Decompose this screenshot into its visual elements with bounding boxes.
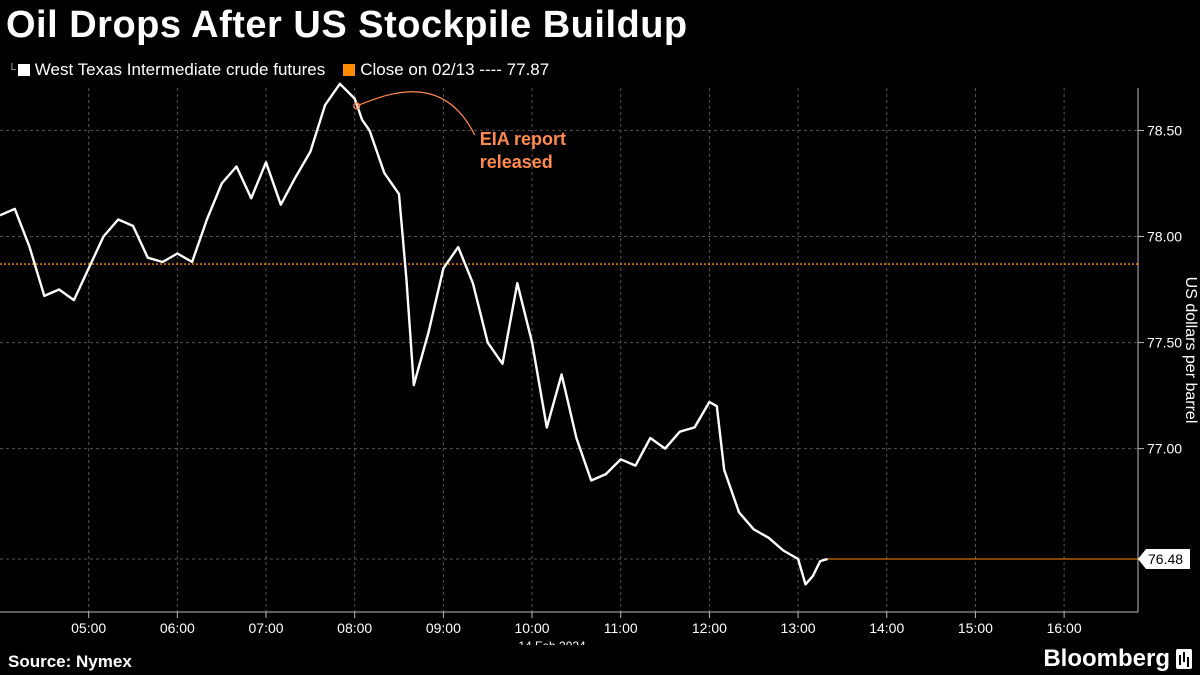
source-note: Source: Nymex xyxy=(8,652,132,671)
legend-swatch-close xyxy=(343,64,356,76)
x-tick-label: 06:00 xyxy=(160,620,195,636)
y-tick-label: 78.50 xyxy=(1147,122,1182,138)
annotation-leader xyxy=(356,91,476,136)
pin-icon: └ xyxy=(8,64,16,76)
x-tick-label: 05:00 xyxy=(71,620,106,636)
annotation-line2: released xyxy=(480,152,553,172)
legend-label-close: Close on 02/13 ---- 77.87 xyxy=(360,60,550,79)
y-tick-label: 77.00 xyxy=(1147,441,1182,457)
annotation-point xyxy=(353,102,361,110)
y-tick-label: 77.50 xyxy=(1147,335,1182,351)
annotation: EIA report released xyxy=(353,91,566,172)
legend: └ West Texas Intermediate crude futures … xyxy=(8,60,567,80)
brand-name: Bloomberg xyxy=(1043,645,1170,672)
legend-label-wti: West Texas Intermediate crude futures xyxy=(34,60,326,79)
chart-title: Oil Drops After US Stockpile Buildup xyxy=(6,4,688,46)
x-tick-label: 13:00 xyxy=(781,620,816,636)
x-tick-label: 10:00 xyxy=(515,620,550,636)
x-tick-label: 12:00 xyxy=(692,620,727,636)
axes: 05:00 06:00 07:00 08:00 09:00 10:00 11:00 12:00… xyxy=(0,88,1199,645)
x-tick-label: 14:00 xyxy=(869,620,904,636)
x-tick-label: 07:00 xyxy=(249,620,284,636)
x-tick-label: 08:00 xyxy=(337,620,372,636)
x-tick-label: 15:00 xyxy=(958,620,993,636)
legend-swatch-wti xyxy=(17,64,30,76)
last-value-marker xyxy=(1138,548,1190,569)
last-value-label: 76.48 xyxy=(1148,551,1183,567)
x-tick-label: 11:00 xyxy=(604,620,638,636)
date-label: 14 Feb 2024 xyxy=(518,639,586,645)
bar-chart-icon xyxy=(1176,649,1192,669)
y-tick-label: 78.00 xyxy=(1147,229,1182,245)
legend-item-close: Close on 02/13 ---- 77.87 xyxy=(343,60,549,80)
legend-item-wti: └ West Texas Intermediate crude futures xyxy=(8,60,325,80)
y-axis-title: US dollars per barrel xyxy=(1182,277,1199,424)
line-chart: 05:00 06:00 07:00 08:00 09:00 10:00 11:00 12:00… xyxy=(0,82,1199,645)
wti-price-line xyxy=(0,82,828,586)
gridlines xyxy=(0,88,1138,612)
series-wti xyxy=(0,82,1138,586)
x-tick-label: 16:00 xyxy=(1047,620,1082,636)
x-tick-label: 09:00 xyxy=(426,620,461,636)
brand-logo: Bloomberg xyxy=(1043,645,1192,673)
annotation-line1: EIA report xyxy=(480,129,566,149)
